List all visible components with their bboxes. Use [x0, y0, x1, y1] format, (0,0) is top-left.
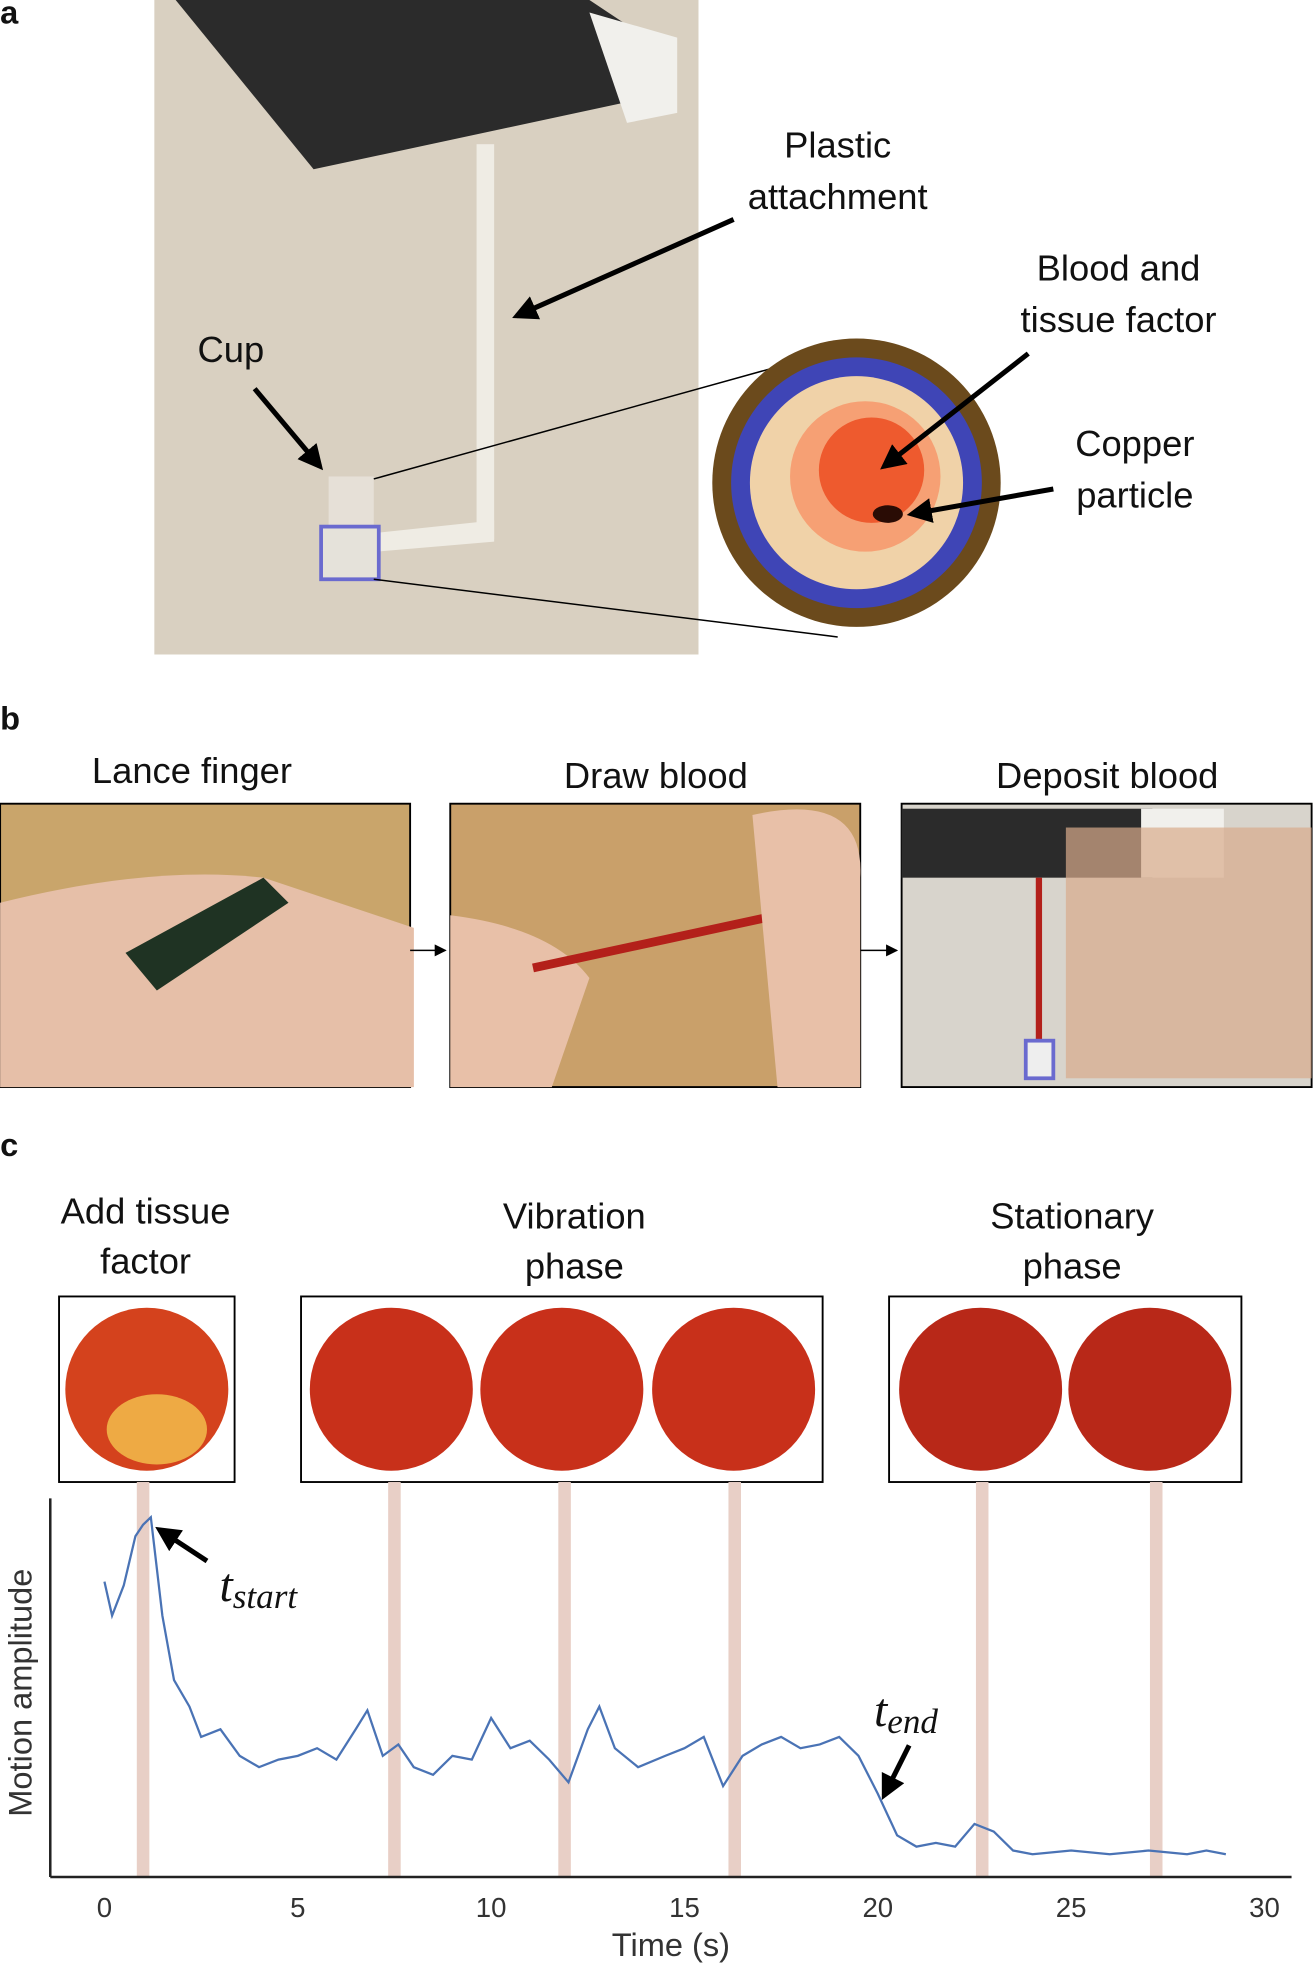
label: Add tissue	[61, 1190, 231, 1231]
panel-letter: a	[0, 0, 19, 31]
highlight-band	[975, 1482, 989, 1877]
x-tick-label: 30	[1249, 1892, 1280, 1923]
highlight-band	[136, 1482, 150, 1877]
label: Blood and	[1037, 247, 1201, 288]
highlight-band	[558, 1482, 571, 1877]
annotation-subscript: end	[887, 1702, 938, 1741]
label: Copper	[1075, 423, 1194, 464]
highlight-band	[388, 1482, 401, 1877]
label: Stationary	[990, 1195, 1155, 1236]
photo-device	[154, 0, 699, 655]
annotation: tstart	[220, 1560, 299, 1616]
zoom-line	[373, 365, 781, 480]
label: Plastic	[784, 125, 891, 166]
annotation-base: t	[874, 1685, 889, 1737]
inset-cup	[712, 338, 1001, 627]
label: phase	[1023, 1245, 1122, 1286]
label: tissue factor	[1021, 299, 1217, 340]
arrow	[155, 1526, 209, 1564]
arrow	[252, 387, 324, 471]
x-tick-label: 15	[669, 1892, 700, 1923]
panel-letter: b	[0, 700, 20, 737]
x-tick-label: 5	[290, 1892, 305, 1923]
phase-images	[58, 1295, 1243, 1483]
annotation: tend	[874, 1685, 938, 1741]
panel-letter: c	[0, 1126, 18, 1163]
arrow	[906, 486, 1054, 523]
arrow	[512, 217, 735, 320]
x-tick-label: 0	[97, 1892, 112, 1923]
step-label: Draw blood	[564, 755, 748, 796]
y-axis-label: Motion amplitude	[1, 1569, 38, 1817]
x-tick-label: 10	[476, 1892, 507, 1923]
label: attachment	[748, 176, 928, 217]
photo-steps	[0, 802, 1313, 1089]
x-axis-label: Time (s)	[612, 1926, 730, 1963]
label: Cup	[197, 329, 264, 370]
arrow	[880, 351, 1030, 470]
highlight-band	[1149, 1482, 1163, 1877]
line	[103, 1514, 1227, 1856]
label: phase	[525, 1245, 624, 1286]
arrow	[881, 1744, 912, 1800]
highlight-band	[728, 1482, 741, 1877]
step-label: Lance finger	[92, 750, 292, 791]
x-tick-label: 25	[1056, 1892, 1087, 1923]
label: factor	[100, 1240, 191, 1281]
zoom-line	[373, 578, 838, 638]
x-tick-label: 20	[862, 1892, 893, 1923]
annotation-subscript: start	[233, 1577, 299, 1616]
step-label: Deposit blood	[996, 755, 1218, 796]
annotation-base: t	[220, 1560, 235, 1612]
label: Vibration	[503, 1195, 646, 1236]
label: particle	[1076, 474, 1193, 515]
